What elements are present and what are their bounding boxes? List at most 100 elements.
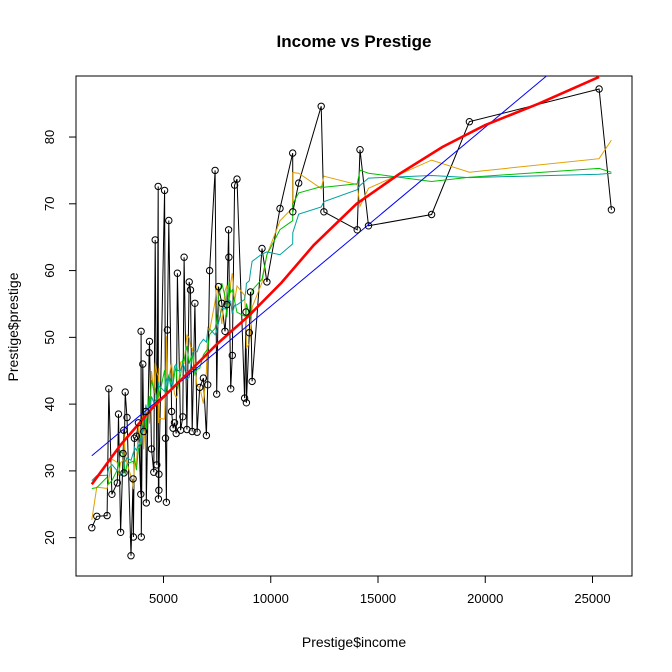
y-tick-label: 20 bbox=[42, 530, 57, 544]
data-point bbox=[150, 468, 158, 476]
data-point bbox=[120, 426, 128, 434]
data-point bbox=[205, 266, 214, 275]
data-point bbox=[137, 490, 145, 498]
data-point bbox=[105, 385, 113, 393]
data-point bbox=[145, 337, 154, 346]
data-point bbox=[139, 360, 147, 368]
y-tick-label: 30 bbox=[42, 464, 57, 478]
smooth-line-green bbox=[91, 167, 612, 489]
data-point bbox=[108, 490, 116, 498]
data-point bbox=[263, 278, 271, 286]
data-point bbox=[153, 461, 161, 469]
y-tick-label: 60 bbox=[42, 263, 57, 277]
data-point bbox=[242, 308, 250, 316]
data-points bbox=[88, 85, 616, 560]
data-point bbox=[127, 552, 135, 560]
data-point bbox=[356, 146, 364, 154]
data-point bbox=[248, 377, 256, 386]
data-point bbox=[120, 469, 128, 477]
data-point bbox=[228, 351, 237, 360]
data-point bbox=[289, 149, 297, 157]
data-point bbox=[93, 512, 101, 520]
data-point bbox=[223, 300, 231, 309]
x-tick-label: 25000 bbox=[574, 591, 610, 606]
data-point bbox=[607, 206, 616, 214]
data-point bbox=[465, 118, 474, 126]
data-point bbox=[221, 327, 229, 335]
lowess-fit-line bbox=[90, 76, 600, 486]
data-point bbox=[227, 385, 235, 393]
y-tick-label: 40 bbox=[42, 397, 57, 411]
data-point bbox=[595, 85, 603, 93]
data-point bbox=[211, 166, 219, 175]
x-tick-label: 5000 bbox=[149, 591, 178, 606]
data-point bbox=[242, 399, 251, 407]
data-point bbox=[123, 413, 131, 422]
data-point bbox=[142, 407, 150, 416]
data-point bbox=[245, 329, 254, 337]
data-point bbox=[170, 419, 179, 427]
data-point bbox=[88, 524, 96, 532]
raw-connect-line bbox=[91, 88, 612, 556]
y-axis: 20 30 40 50 60 70 80 bbox=[42, 130, 77, 545]
data-point bbox=[129, 475, 137, 483]
data-point bbox=[202, 431, 211, 440]
data-point bbox=[317, 102, 325, 111]
y-axis-label: Prestige$prestige bbox=[5, 272, 21, 381]
data-point bbox=[155, 486, 163, 494]
data-point bbox=[163, 326, 172, 334]
x-tick-label: 10000 bbox=[253, 591, 289, 606]
y-tick-label: 50 bbox=[42, 330, 57, 344]
data-point bbox=[188, 427, 196, 436]
data-point bbox=[116, 528, 125, 536]
data-point bbox=[320, 208, 328, 216]
data-point bbox=[103, 511, 111, 520]
data-point bbox=[214, 282, 223, 291]
data-point bbox=[193, 428, 201, 436]
data-point bbox=[180, 253, 188, 261]
data-point bbox=[276, 204, 284, 213]
data-point bbox=[169, 424, 177, 432]
data-point bbox=[113, 479, 122, 487]
x-tick-label: 15000 bbox=[360, 591, 396, 606]
x-axis-label: Prestige$income bbox=[302, 634, 406, 650]
data-point bbox=[233, 175, 241, 183]
data-point bbox=[167, 407, 176, 416]
data-point bbox=[295, 179, 303, 187]
data-point bbox=[121, 388, 129, 396]
data-point bbox=[218, 299, 226, 307]
data-point bbox=[213, 390, 221, 398]
data-point bbox=[114, 410, 123, 418]
data-point bbox=[137, 327, 145, 335]
x-axis: 5000 10000 15000 20000 25000 bbox=[149, 575, 611, 606]
data-point bbox=[132, 432, 141, 440]
data-point bbox=[186, 286, 195, 294]
data-point bbox=[204, 381, 212, 389]
data-point bbox=[258, 244, 266, 253]
data-point bbox=[145, 349, 153, 357]
trend-lines bbox=[90, 76, 612, 556]
chart-title: Income vs Prestige bbox=[277, 32, 432, 51]
smooth-line-orange bbox=[91, 139, 612, 520]
data-point bbox=[185, 278, 193, 286]
data-point bbox=[173, 269, 182, 277]
data-point bbox=[137, 533, 146, 541]
data-point bbox=[147, 445, 156, 453]
data-point bbox=[364, 222, 373, 230]
data-point bbox=[151, 236, 159, 244]
data-point bbox=[427, 210, 436, 219]
data-point bbox=[191, 299, 199, 307]
data-point bbox=[161, 434, 170, 442]
data-point bbox=[155, 470, 163, 478]
y-tick-label: 70 bbox=[42, 197, 57, 211]
data-point bbox=[162, 498, 171, 506]
data-point bbox=[119, 449, 127, 458]
data-point bbox=[199, 374, 208, 382]
data-point bbox=[289, 208, 297, 216]
data-point bbox=[225, 253, 233, 261]
plot-frame bbox=[75, 75, 633, 577]
data-point bbox=[240, 394, 249, 402]
x-tick-label: 20000 bbox=[467, 591, 503, 606]
data-point bbox=[154, 495, 163, 503]
